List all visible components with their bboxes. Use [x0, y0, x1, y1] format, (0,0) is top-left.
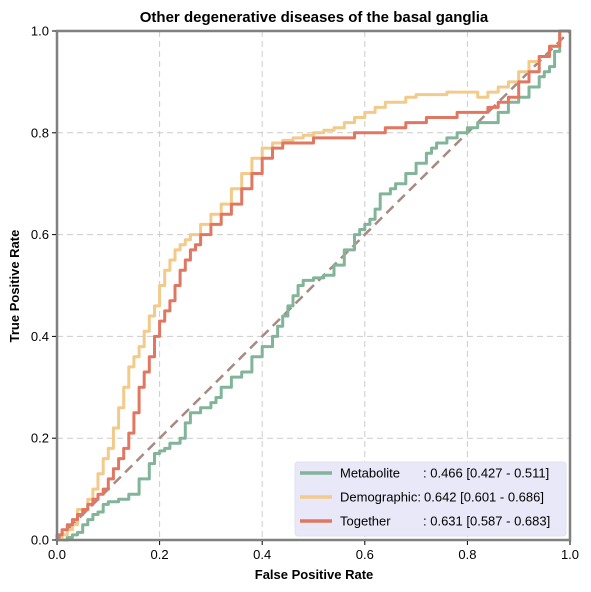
- y-axis-ticks: 0.0 0.2 0.4 0.6 0.8 1.0: [31, 24, 56, 548]
- legend-series-name-0: Metabolite: [340, 466, 400, 481]
- legend-series-score-1: 0.642 [0.601 - 0.686]: [424, 490, 544, 505]
- legend: Metabolite : 0.466 [0.427 - 0.511]Demogra…: [294, 461, 567, 537]
- chance-diagonal: [56, 30, 571, 541]
- x-tick-label-0: 0.0: [48, 547, 66, 562]
- legend-box: [294, 461, 567, 537]
- diagonal-reference: [56, 30, 571, 541]
- roc-curves: [55, 29, 570, 542]
- chart-title: Other degenerative diseases of the basal…: [140, 9, 489, 26]
- x-tick-label-1: 0.2: [151, 547, 169, 562]
- legend-series-name-2: Together: [340, 514, 391, 529]
- roc-curve-metabolite: [57, 29, 570, 542]
- roc-curve-together: [55, 29, 570, 540]
- legend-series-score-2: : 0.631 [0.587 - 0.683]: [423, 514, 550, 529]
- legend-series-score-0: : 0.466 [0.427 - 0.511]: [423, 466, 549, 481]
- y-tick-label-3: 0.6: [31, 227, 49, 242]
- plot-frame: [55, 29, 572, 542]
- x-axis-label: False Positive Rate: [255, 567, 374, 582]
- x-tick-label-4: 0.8: [458, 547, 476, 562]
- y-axis-label: True Positive Rate: [7, 230, 22, 343]
- y-tick-label-0: 0.0: [31, 533, 49, 548]
- y-tick-label-5: 1.0: [31, 24, 49, 39]
- y-tick-label-1: 0.2: [31, 431, 49, 446]
- y-tick-label-2: 0.4: [31, 329, 49, 344]
- x-tick-label-2: 0.4: [253, 547, 271, 562]
- x-tick-label-5: 1.0: [561, 547, 579, 562]
- legend-series-name-1: Demographic:: [340, 490, 421, 505]
- x-tick-label-3: 0.6: [356, 547, 374, 562]
- x-axis-ticks: 0.0 0.2 0.4 0.6 0.8 1.0: [48, 541, 579, 562]
- y-tick-label-4: 0.8: [31, 125, 49, 140]
